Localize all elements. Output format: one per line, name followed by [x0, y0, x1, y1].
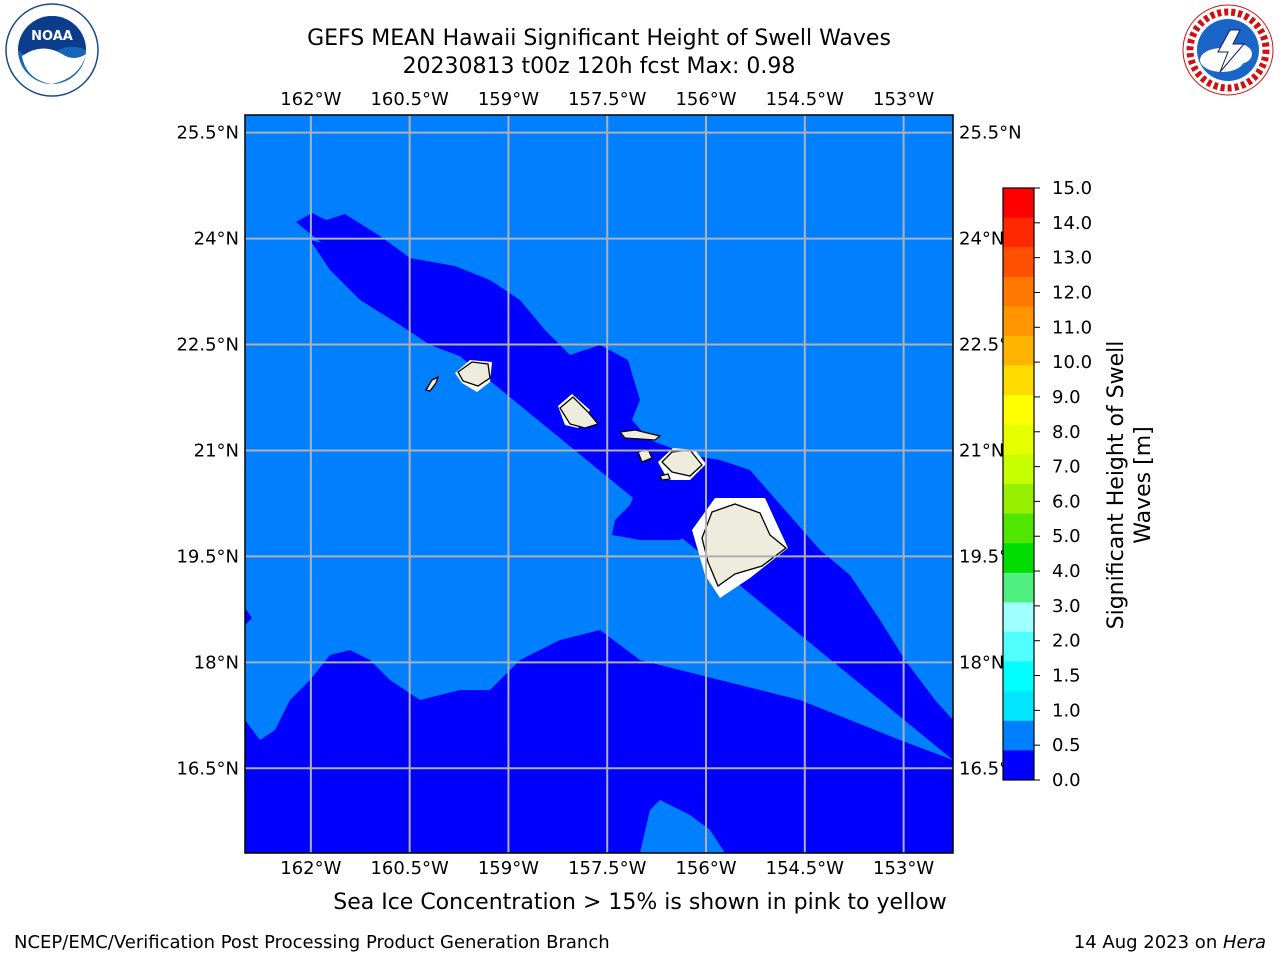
colorbar-band — [1003, 632, 1034, 663]
swell-region-south-light — [640, 800, 725, 853]
colorbar-band — [1003, 336, 1034, 367]
colorbar-tick-label: 2.0 — [1052, 631, 1081, 652]
lat-label-left: 25.5°N — [176, 123, 239, 144]
colorbar-band — [1003, 691, 1034, 722]
colorbar-tick-label: 1.0 — [1052, 700, 1081, 721]
lon-label-top: 157.5°W — [568, 89, 647, 110]
colorbar-band — [1003, 661, 1034, 692]
lat-label-left: 21°N — [194, 440, 239, 461]
island-molokai — [618, 429, 662, 441]
colorbar-band — [1003, 365, 1034, 396]
lon-label-top: 162°W — [280, 89, 341, 110]
colorbar-band — [1003, 276, 1034, 307]
swell-region-west-patch — [245, 608, 252, 625]
colorbar-tick-label: 0.0 — [1052, 770, 1081, 791]
lon-label-bottom: 159°W — [478, 858, 539, 879]
lat-label-right: 18°N — [959, 652, 1004, 673]
colorbar-label-line1: Significant Height of Swell — [1104, 341, 1129, 630]
colorbar-band — [1003, 217, 1034, 248]
footer-date: 14 Aug 2023 on Hera — [1074, 932, 1266, 953]
swell-region-0-0.5-core — [310, 240, 700, 540]
map-frame — [244, 114, 954, 854]
island-oahu — [559, 396, 600, 429]
axis-labels: 162°W 162°W 160.5°W 160.5°W 159°W 159°W 157.5°… — [176, 89, 1021, 879]
colorbar-tick-label: 5.0 — [1052, 526, 1081, 547]
lon-label-top: 159°W — [478, 89, 539, 110]
colorbar-band — [1003, 454, 1034, 485]
noaa-logo: NOAA — [5, 3, 99, 97]
colorbar-band — [1003, 306, 1034, 337]
colorbar-tick-label: 11.0 — [1052, 317, 1092, 338]
colorbar-tick-label: 7.0 — [1052, 457, 1081, 478]
colorbar-tick-label: 14.0 — [1052, 213, 1092, 234]
lat-label-right: 25.5°N — [959, 123, 1022, 144]
lat-label-left: 22.5°N — [176, 335, 239, 356]
map-title: GEFS MEAN Hawaii Significant Height of S… — [307, 26, 891, 51]
lon-label-bottom: 156°W — [675, 858, 736, 879]
lon-label-top: 160.5°W — [370, 89, 449, 110]
colorbar-band — [1003, 188, 1034, 219]
lat-label-right: 24°N — [959, 229, 1004, 250]
colorbar-band — [1003, 720, 1034, 751]
colorbar-band — [1003, 513, 1034, 544]
colorbar-band — [1003, 543, 1034, 574]
colorbar-tick-label: 13.0 — [1052, 248, 1092, 269]
map-plot-area — [245, 115, 953, 853]
lat-label-left: 18°N — [194, 652, 239, 673]
colorbar-band — [1003, 750, 1034, 781]
island-maui — [661, 449, 703, 477]
island-kauai — [457, 361, 491, 387]
lon-label-top: 153°W — [873, 89, 934, 110]
footer-host: Hera — [1222, 932, 1266, 953]
colorbar-tick-label: 4.0 — [1052, 561, 1081, 582]
map-subtitle: 20230813 t00z 120h fcst Max: 0.98 — [402, 54, 796, 79]
gridlines — [245, 115, 953, 853]
colorbar-tick-label: 12.0 — [1052, 282, 1092, 303]
colorbar-tick-label: 8.0 — [1052, 422, 1081, 443]
island-niihau — [424, 375, 440, 392]
lon-label-top: 154.5°W — [766, 89, 845, 110]
sea-ice-caption: Sea Ice Concentration > 15% is shown in … — [333, 890, 947, 915]
nws-logo — [1182, 4, 1274, 96]
colorbar-tick-label: 1.5 — [1052, 666, 1081, 687]
island-kahoolawe — [659, 473, 671, 481]
colorbar-band — [1003, 247, 1034, 278]
colorbar-tick-label: 3.0 — [1052, 596, 1081, 617]
colorbar-band — [1003, 395, 1034, 426]
lon-label-bottom: 154.5°W — [766, 858, 845, 879]
colorbar-band — [1003, 424, 1034, 455]
lon-label-bottom: 160.5°W — [370, 858, 449, 879]
colorbar-band — [1003, 572, 1034, 603]
lat-label-left: 16.5°N — [176, 758, 239, 779]
lon-label-bottom: 162°W — [280, 858, 341, 879]
footer-branch: NCEP/EMC/Verification Post Processing Pr… — [14, 932, 610, 953]
colorbar-frame — [1002, 187, 1035, 781]
colorbar-tick-label: 6.0 — [1052, 491, 1081, 512]
lon-label-top: 156°W — [675, 89, 736, 110]
swell-region-0-0.5-chain — [245, 213, 953, 853]
colorbar-tick-label: 9.0 — [1052, 387, 1081, 408]
footer-date-text: 14 Aug 2023 on — [1073, 932, 1223, 953]
island-hawaii — [701, 503, 788, 587]
colorbar-tick-label: 15.0 — [1052, 178, 1092, 199]
colorbar — [1003, 188, 1034, 781]
lat-label-right: 21°N — [959, 440, 1004, 461]
lat-label-left: 19.5°N — [176, 546, 239, 567]
lon-label-bottom: 153°W — [873, 858, 934, 879]
svg-text:NOAA: NOAA — [31, 29, 73, 44]
colorbar-tick-label: 10.0 — [1052, 352, 1092, 373]
colorbar-ticks: 15.0 14.0 13.0 12.0 11.0 10.0 9.0 8.0 7.0 6.0 5.0 4… — [1034, 178, 1092, 791]
colorbar-label-line2: Waves [m] — [1131, 426, 1156, 543]
colorbar-tick-label: 0.5 — [1052, 735, 1081, 756]
colorbar-band — [1003, 602, 1034, 633]
lat-label-left: 24°N — [194, 229, 239, 250]
lon-label-bottom: 157.5°W — [568, 858, 647, 879]
colorbar-band — [1003, 484, 1034, 515]
